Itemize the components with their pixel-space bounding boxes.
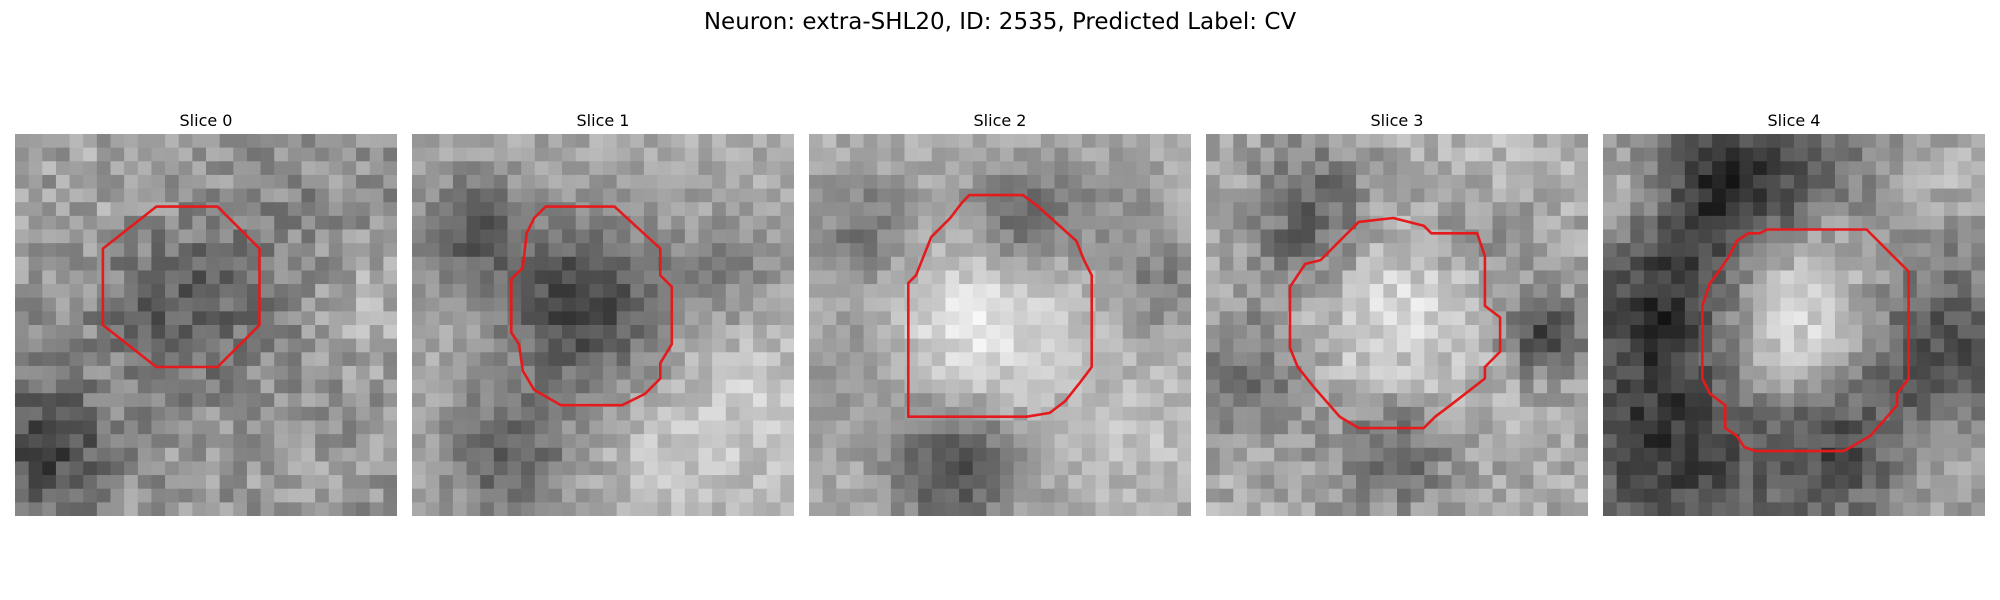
- pixel-grid: [15, 134, 397, 516]
- cell-contour-3: [1288, 216, 1502, 430]
- pixel-grid: [1603, 134, 1985, 516]
- cell-contour-2: [907, 193, 1094, 419]
- slice-title-1: Slice 1: [576, 111, 630, 130]
- slice-image-4: [1603, 134, 1985, 516]
- cell-contour-1: [510, 205, 674, 407]
- pixel-grid: [412, 134, 794, 516]
- cell-contour-4: [1701, 228, 1910, 453]
- pixel-grid: [1206, 134, 1588, 516]
- slice-image-3: [1206, 134, 1588, 516]
- slice-image-0: [15, 134, 397, 516]
- pixel-grid: [809, 134, 1191, 516]
- slice-image-2: [809, 134, 1191, 516]
- slice-panel-1: Slice 1: [412, 110, 794, 516]
- slice-title-3: Slice 3: [1370, 111, 1424, 130]
- slice-title-0: Slice 0: [179, 111, 233, 130]
- slice-title-4: Slice 4: [1767, 111, 1821, 130]
- slice-title-2: Slice 2: [973, 111, 1027, 130]
- slice-panel-3: Slice 3: [1206, 110, 1588, 516]
- slice-image-1: [412, 134, 794, 516]
- slice-panel-2: Slice 2: [809, 110, 1191, 516]
- slice-panel-4: Slice 4: [1603, 110, 1985, 516]
- figure-title: Neuron: extra-SHL20, ID: 2535, Predicted…: [703, 9, 1297, 35]
- slice-panel-0: Slice 0: [15, 110, 397, 516]
- cell-contour-0: [101, 205, 261, 369]
